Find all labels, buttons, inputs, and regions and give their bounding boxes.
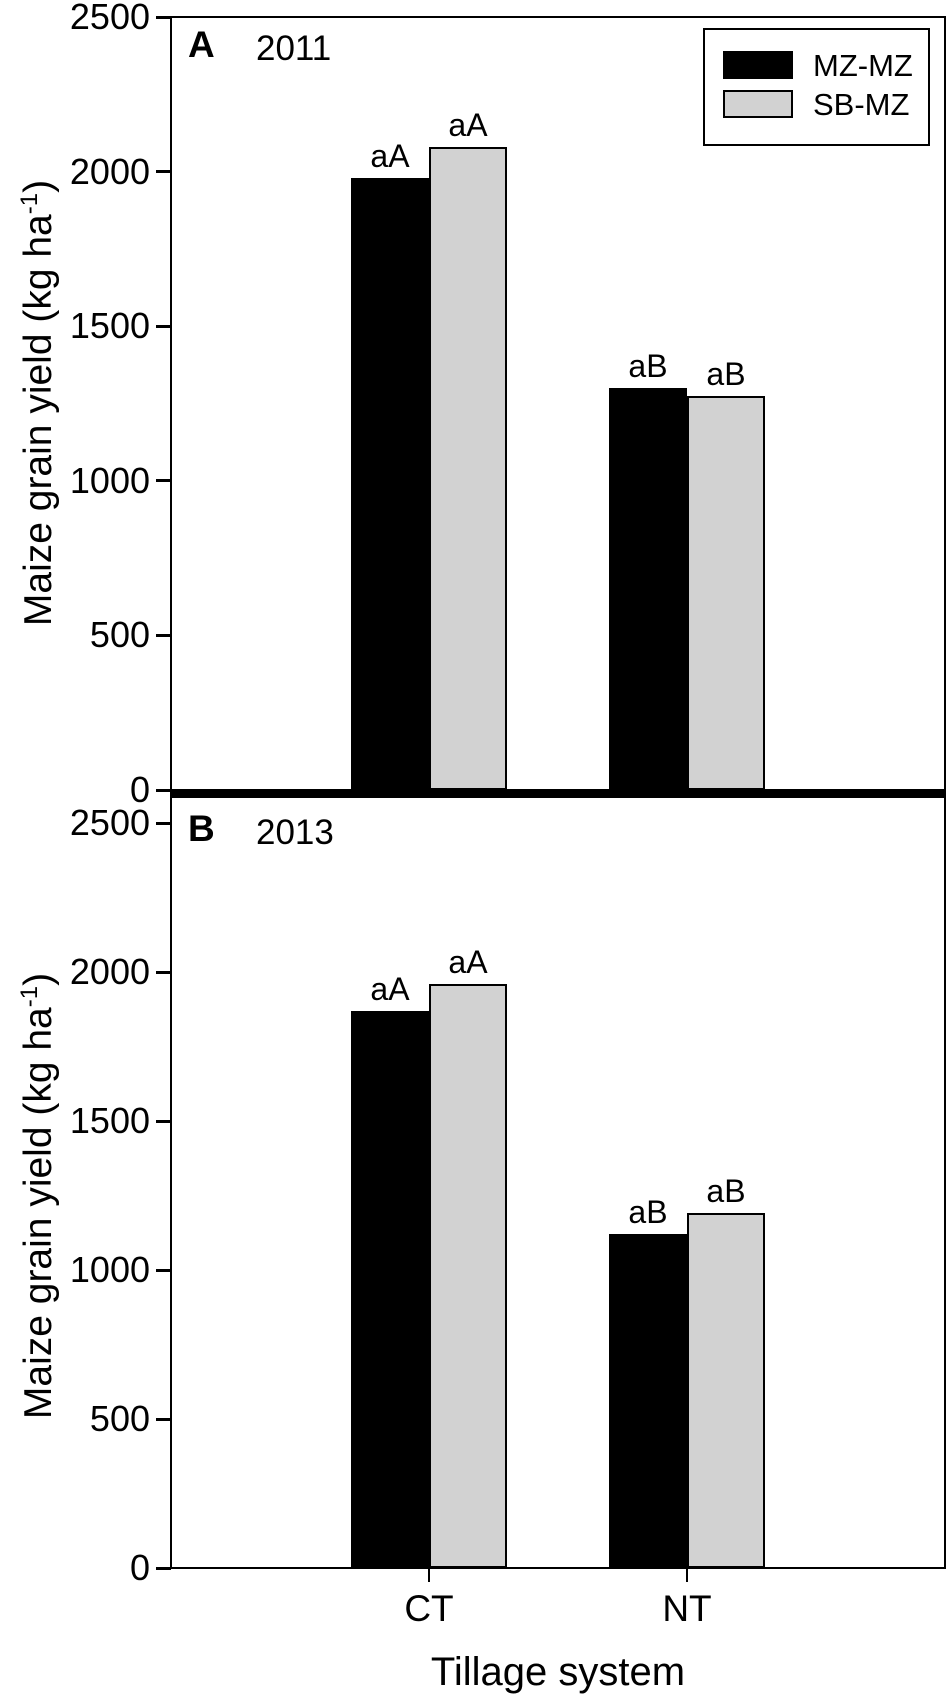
- panel-b-y-tick-2500: [156, 821, 171, 825]
- panel-a-bar-annotation-mz-mz-ct: aA: [370, 137, 410, 174]
- panel-a-bar-sb-mz-ct: [429, 146, 507, 790]
- panel-b-bar-sb-mz-ct: [429, 983, 507, 1568]
- panel-b-bar-mz-mz-nt: [609, 1234, 687, 1568]
- y-title-text: Maize grain yield (kg ha: [17, 1007, 60, 1420]
- panel-b-y-tick-label-1500: 1500: [69, 1100, 150, 1141]
- panel-b-y-tick-0: [156, 1566, 171, 1570]
- y-title-superscript: -1: [16, 192, 43, 215]
- panel-a-y-tick-0: [156, 788, 171, 792]
- panel-a-y-tick-2000: [156, 170, 171, 174]
- legend-swatch-mz-mz: [723, 51, 793, 79]
- panel-b-y-tick-label-0: 0: [129, 1547, 150, 1588]
- panel-a-bar-annotation-mz-mz-nt: aB: [628, 348, 668, 385]
- panel-b-letter: B: [188, 808, 215, 849]
- panel-a-y-tick-label-500: 500: [89, 614, 150, 656]
- panel-a-bar-mz-mz-nt: [609, 388, 687, 790]
- panel-b-year: 2013: [256, 813, 334, 852]
- panel-b-bar-annotation-sb-mz-nt: aB: [706, 1173, 746, 1210]
- panel-b-y-tick-label-2500: 2500: [69, 802, 150, 843]
- x-tick-label-ct: CT: [404, 1588, 454, 1629]
- panel-b-y-tick-2000: [156, 970, 171, 974]
- panel-a-y-tick-1000: [156, 479, 171, 483]
- panel-b-y-tick-label-2000: 2000: [69, 951, 150, 992]
- panel-b-bar-mz-mz-ct: [351, 1010, 429, 1568]
- panel-a-letter: A: [188, 24, 215, 65]
- y-title-text: Maize grain yield (kg ha: [17, 214, 60, 627]
- legend-label-sb-mz: SB-MZ: [813, 86, 910, 122]
- panel-a-y-tick-500: [156, 633, 171, 637]
- x-tick-label-nt: NT: [662, 1588, 712, 1629]
- panel-a-bar-annotation-sb-mz-ct: aA: [448, 106, 488, 143]
- x-tick-ct: [428, 1569, 430, 1582]
- x-tick-nt: [686, 1569, 688, 1582]
- panel-b-bar-annotation-sb-mz-ct: aA: [448, 943, 488, 980]
- legend-label-mz-mz: MZ-MZ: [813, 47, 913, 83]
- panel-a-y-tick-1500: [156, 324, 171, 328]
- legend-item-sb-mz: SB-MZ: [723, 86, 928, 122]
- panel-b-y-tick-1000: [156, 1268, 171, 1272]
- panel-a-y-tick-2500: [156, 15, 171, 19]
- panel-a-y-tick-label-2000: 2000: [69, 150, 150, 192]
- panel-a-year: 2011: [256, 29, 332, 68]
- panel-a-bar-sb-mz-nt: [687, 395, 765, 790]
- panel-b-y-tick-500: [156, 1417, 171, 1421]
- panel-a-bar-mz-mz-ct: [351, 177, 429, 790]
- panel-b-bar-annotation-mz-mz-nt: aB: [628, 1194, 668, 1231]
- legend: MZ-MZ SB-MZ: [703, 28, 930, 146]
- panel-b-frame: [170, 796, 946, 1569]
- panel-b-y-tick-1500: [156, 1119, 171, 1123]
- panel-a-bar-annotation-sb-mz-nt: aB: [706, 355, 746, 392]
- panel-divider: [170, 789, 946, 797]
- panel-b-y-tick-label-1000: 1000: [69, 1249, 150, 1290]
- legend-item-mz-mz: MZ-MZ: [723, 47, 928, 83]
- panel-b-bar-sb-mz-nt: [687, 1213, 765, 1568]
- panel-a-y-tick-label-1000: 1000: [69, 459, 150, 501]
- panel-a-y-tick-label-1500: 1500: [69, 305, 150, 347]
- panel-b-y-tick-label-500: 500: [89, 1398, 150, 1439]
- panel-b-bar-annotation-mz-mz-ct: aA: [370, 970, 410, 1007]
- legend-swatch-sb-mz: [723, 90, 793, 118]
- y-title-superscript: -1: [16, 985, 43, 1008]
- x-axis-title: Tillage system: [430, 1650, 686, 1694]
- panel-a-y-tick-label-2500: 2500: [69, 0, 150, 37]
- panel-a-y-axis-title: Maize grain yield (kg ha-1): [7, 103, 60, 703]
- panel-a-y-tick-label-0: 0: [129, 769, 150, 810]
